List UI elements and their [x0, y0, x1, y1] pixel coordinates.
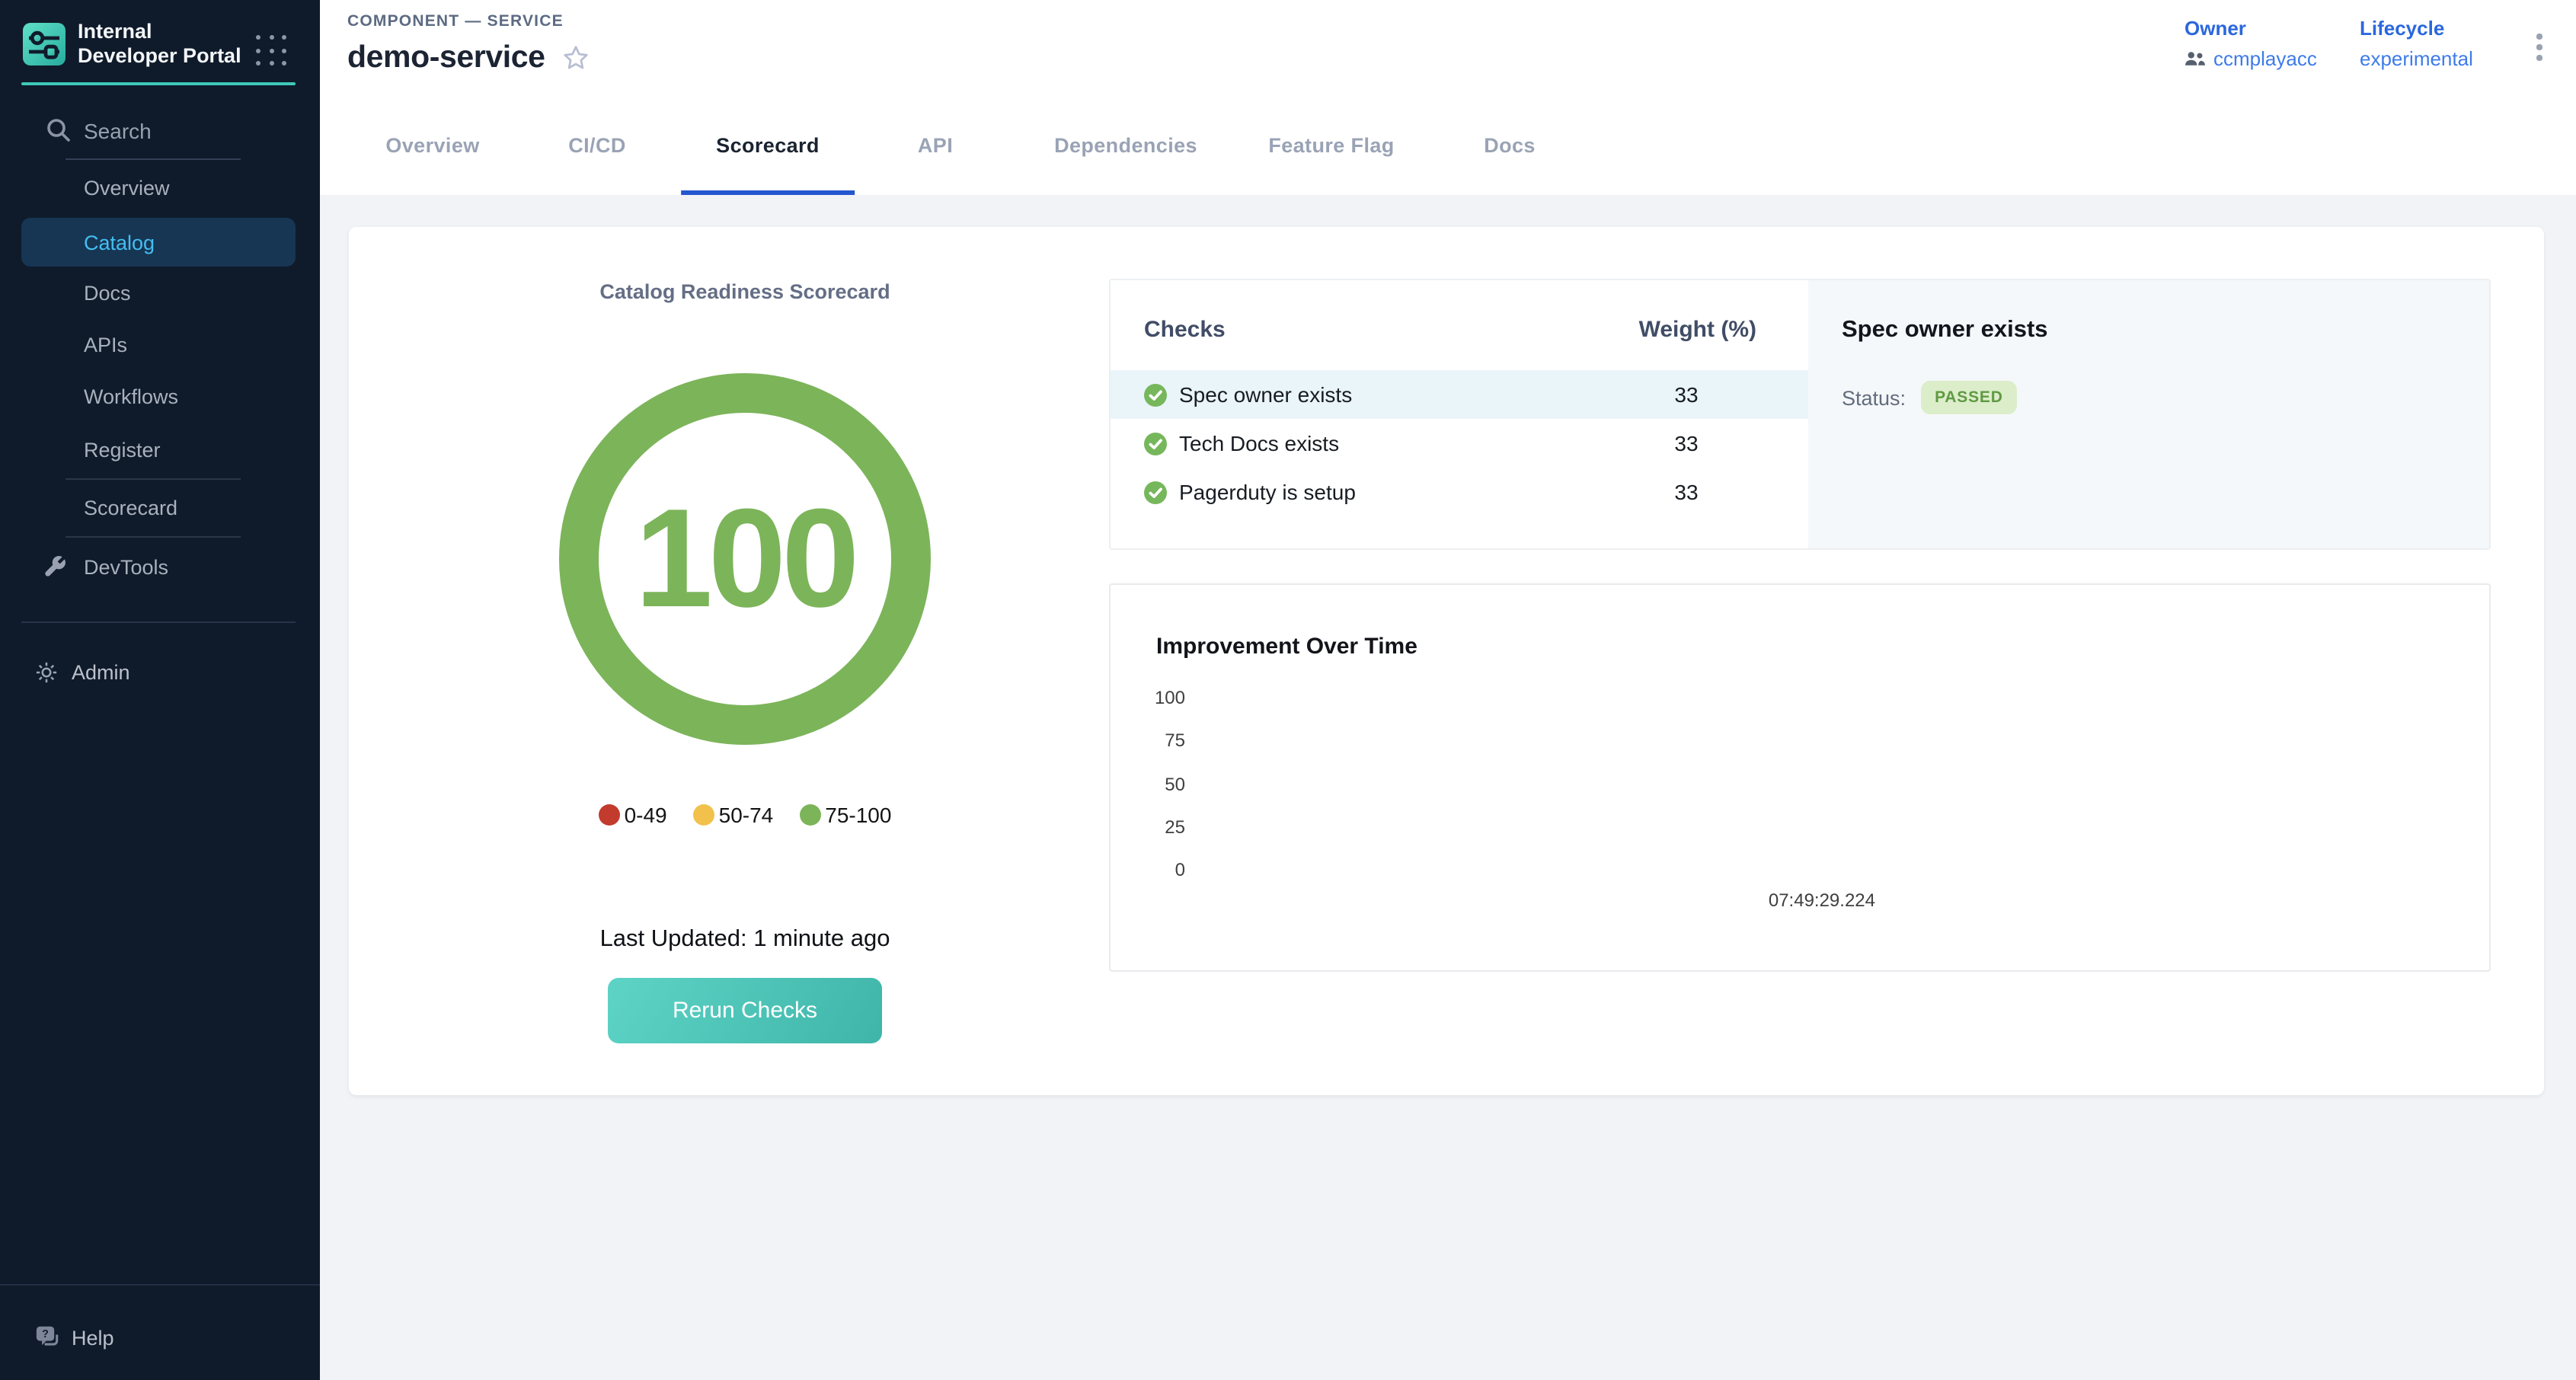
owner-value[interactable]: ccmplayacc — [2184, 47, 2317, 70]
y-axis-tick: 50 — [1111, 774, 1185, 795]
tab-overview[interactable]: Overview — [385, 94, 479, 195]
search-underline — [66, 158, 241, 160]
brand-title: Internal Developer Portal — [78, 20, 248, 67]
legend-item-low: 0-49 — [599, 803, 667, 827]
group-icon — [2184, 50, 2206, 67]
lifecycle-value[interactable]: experimental — [2360, 47, 2473, 70]
rerun-checks-button[interactable]: Rerun Checks — [608, 978, 882, 1043]
gear-icon — [35, 660, 58, 683]
x-axis-tick: 07:49:29.224 — [1769, 890, 1875, 911]
check-passed-icon — [1144, 432, 1167, 455]
sidebar-item-overview[interactable]: Overview — [0, 163, 320, 212]
main-area: COMPONENT — SERVICE demo-service Owner — [320, 0, 2576, 1380]
check-passed-icon — [1144, 481, 1167, 503]
check-passed-icon — [1144, 383, 1167, 406]
legend-dot-red — [599, 804, 620, 826]
apps-grid-icon[interactable] — [256, 35, 289, 69]
check-detail-panel: Spec owner exists Status: PASSED — [1808, 280, 2489, 548]
tab-api[interactable]: API — [918, 94, 953, 195]
tab-dependencies[interactable]: Dependencies — [1054, 94, 1197, 195]
sidebar-item-devtools[interactable]: DevTools — [0, 542, 320, 591]
legend-item-high: 75-100 — [799, 803, 891, 827]
score-gauge: 100 — [559, 373, 931, 745]
page-title: demo-service — [347, 40, 545, 76]
content-area: Catalog Readiness Scorecard 100 0-49 50-… — [320, 195, 2576, 1380]
entity-header: COMPONENT — SERVICE demo-service Owner — [320, 0, 2576, 94]
sidebar-item-scorecard[interactable]: Scorecard — [0, 483, 320, 532]
status-badge: PASSED — [1921, 381, 2017, 414]
help-divider — [0, 1284, 320, 1286]
score-legend: 0-49 50-74 75-100 — [349, 803, 1141, 827]
last-updated-text: Last Updated: 1 minute ago — [349, 926, 1141, 954]
check-row-spec-owner[interactable]: Spec owner exists 33 — [1111, 370, 1808, 419]
status-label: Status: — [1842, 386, 1906, 409]
help-chat-icon: ? — [35, 1324, 62, 1350]
legend-item-mid: 50-74 — [693, 803, 774, 827]
tab-cicd[interactable]: CI/CD — [568, 94, 626, 195]
check-row-tech-docs[interactable]: Tech Docs exists 33 — [1111, 419, 1808, 468]
sidebar-item-apis[interactable]: APIs — [0, 320, 320, 369]
y-axis-tick: 75 — [1111, 730, 1185, 751]
check-row-pagerduty[interactable]: Pagerduty is setup 33 — [1111, 468, 1808, 516]
sidebar-search[interactable]: Search — [0, 116, 320, 149]
sidebar-item-help[interactable]: ? Help — [0, 1313, 320, 1362]
y-axis-tick: 0 — [1111, 859, 1185, 880]
y-axis-tick: 100 — [1111, 687, 1185, 708]
legend-dot-amber — [693, 804, 714, 826]
sidebar-item-workflows[interactable]: Workflows — [0, 372, 320, 420]
sidebar-divider — [66, 536, 241, 538]
sidebar-section-divider — [21, 621, 296, 623]
entity-tabs: Overview CI/CD Scorecard API Dependencie… — [320, 94, 2576, 195]
breadcrumb: COMPONENT — SERVICE — [347, 12, 564, 30]
scorecard-title: Catalog Readiness Scorecard — [349, 280, 1141, 303]
svg-text:?: ? — [42, 1327, 49, 1340]
tab-feature-flag[interactable]: Feature Flag — [1268, 94, 1394, 195]
app-window: Internal Developer Portal Search Overvie… — [0, 0, 2576, 1380]
search-label: Search — [84, 119, 152, 143]
scorecard-card: Catalog Readiness Scorecard 100 0-49 50-… — [349, 227, 2544, 1095]
sidebar-item-docs[interactable]: Docs — [0, 268, 320, 317]
sidebar-divider — [66, 478, 241, 480]
more-options-kebab-icon[interactable] — [2526, 26, 2553, 69]
portal-logo-icon — [23, 23, 66, 65]
weight-column-header: Weight (%) — [1639, 317, 1756, 343]
active-tab-underline — [681, 190, 855, 195]
sidebar-item-admin[interactable]: Admin — [0, 647, 320, 696]
wrench-icon — [43, 554, 67, 579]
legend-dot-green — [799, 804, 820, 826]
favorite-star-icon[interactable] — [562, 44, 590, 72]
improvement-chart: Improvement Over Time 100 75 50 25 0 07:… — [1109, 583, 2491, 972]
owner-label[interactable]: Owner — [2184, 17, 2317, 40]
check-detail-title: Spec owner exists — [1842, 317, 2048, 344]
score-value: 100 — [635, 479, 855, 639]
checks-table: Checks Weight (%) Spec owner exists 33 — [1111, 280, 1808, 548]
sidebar: Internal Developer Portal Search Overvie… — [0, 0, 320, 1380]
chart-title: Improvement Over Time — [1156, 634, 1417, 660]
lifecycle-label[interactable]: Lifecycle — [2360, 17, 2473, 40]
tab-scorecard[interactable]: Scorecard — [716, 94, 820, 195]
score-column: Catalog Readiness Scorecard 100 0-49 50-… — [349, 227, 1141, 1095]
sidebar-item-register[interactable]: Register — [0, 425, 320, 474]
checks-column-header: Checks — [1144, 317, 1226, 343]
sidebar-item-catalog[interactable]: Catalog — [21, 218, 296, 267]
checks-panel: Checks Weight (%) Spec owner exists 33 — [1109, 279, 2491, 550]
search-icon — [46, 117, 72, 143]
y-axis-tick: 25 — [1111, 816, 1185, 838]
brand-divider — [21, 82, 296, 85]
tab-docs[interactable]: Docs — [1484, 94, 1536, 195]
